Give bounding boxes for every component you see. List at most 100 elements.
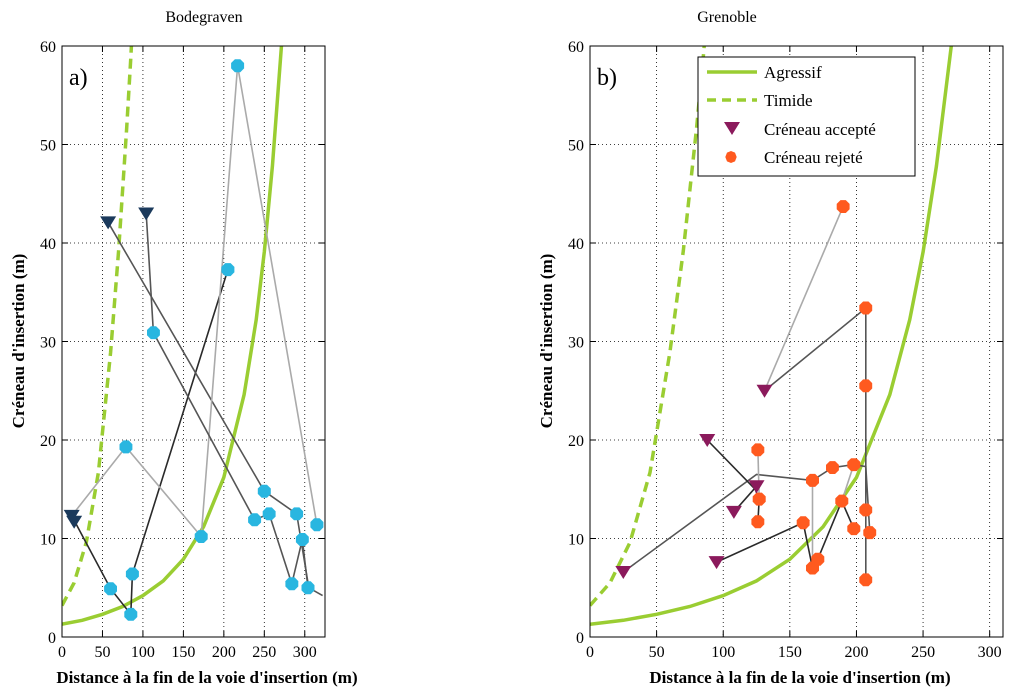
rejected-gap-marker: [301, 581, 315, 595]
reference-curves: [62, 46, 284, 626]
y-tick-label: 10: [40, 532, 56, 549]
y-tick-label: 20: [40, 433, 56, 450]
rejected-gap-marker: [221, 263, 235, 277]
trajectory-line: [70, 269, 229, 617]
y-tick-label: 0: [48, 630, 56, 647]
rejected-gap-marker: [104, 582, 117, 596]
panel-title: Grenoble: [697, 9, 757, 26]
x-tick-label: 200: [844, 644, 868, 661]
x-tick-label: 0: [58, 644, 66, 661]
trajectory-line: [763, 306, 867, 580]
accepted-gap-marker: [138, 207, 155, 221]
accepted-gap-marker: [725, 505, 742, 519]
rejected-gap-marker: [295, 533, 309, 546]
y-tick-label: 40: [568, 236, 584, 253]
rejected-gap-marker: [285, 577, 299, 591]
rejected-gap-marker: [751, 443, 765, 457]
x-tick-label: 250: [252, 644, 276, 661]
legend-swatch-accepted: [724, 122, 740, 135]
rejected-gap-marker: [257, 484, 271, 498]
x-tick-label: 50: [649, 644, 665, 661]
rejected-gap-marker: [859, 503, 873, 517]
rejected-gap-marker: [826, 461, 839, 474]
y-tick-label: 20: [568, 433, 584, 450]
accepted-gap-marker: [699, 434, 716, 447]
accepted-gap-marker: [748, 480, 765, 494]
legend-label-timide: Timide: [764, 91, 813, 110]
y-axis-label: Créneau d'insertion (m): [537, 254, 556, 429]
rejected-gap-marker: [248, 513, 262, 527]
rejected-gap-marker: [752, 492, 766, 506]
accepted-gap-marker: [66, 515, 83, 529]
y-tick-label: 10: [568, 532, 584, 549]
curve-agressif: [62, 46, 284, 626]
x-tick-label: 0: [586, 644, 594, 661]
rejected-gap-marker: [262, 507, 276, 521]
rejected-gap-marker: [806, 473, 819, 487]
rejected-gap-marker: [859, 573, 873, 587]
legend-swatch-rejected: [725, 151, 737, 163]
y-tick-label: 40: [40, 236, 56, 253]
trajectory-line: [71, 65, 318, 539]
data-markers: [63, 59, 324, 621]
trajectory-line: [757, 449, 760, 500]
axis-ticks: 0 50 100 150 200 250 300 0 10 20 30 40 50 60: [40, 39, 325, 661]
grid: [590, 46, 1003, 637]
rejected-gap-marker: [147, 326, 160, 340]
x-axis-label: Distance à la fin de la voie d'insertion…: [56, 668, 357, 687]
rejected-gap-marker: [751, 515, 765, 529]
accepted-gap-marker: [708, 556, 725, 570]
rejected-gap-marker: [231, 59, 245, 73]
accepted-gap-marker: [100, 216, 117, 230]
x-tick-label: 100: [711, 644, 735, 661]
y-tick-label: 30: [568, 335, 584, 352]
trajectory-line: [107, 221, 323, 597]
rejected-gap-marker: [119, 440, 133, 454]
panel-grenoble: Grenoble 0 50 100 150 200 250 300 0 10 20 30 40 50 60…: [537, 9, 1004, 687]
y-axis-label: Créneau d'insertion (m): [9, 254, 28, 429]
y-tick-label: 60: [40, 39, 56, 56]
rejected-gap-marker: [811, 552, 825, 566]
rejected-gap-marker: [124, 607, 138, 621]
trajectory-line: [716, 521, 814, 569]
x-axis-label: Distance à la fin de la voie d'insertion…: [649, 668, 950, 687]
accepted-gap-marker: [615, 565, 632, 579]
rejected-gap-marker: [847, 522, 861, 536]
trajectories: [622, 206, 871, 580]
x-tick-label: 150: [171, 644, 195, 661]
x-tick-label: 300: [978, 644, 1002, 661]
x-tick-label: 300: [293, 644, 317, 661]
rejected-gap-marker: [859, 379, 873, 393]
rejected-gap-marker: [835, 494, 849, 508]
data-markers: [615, 200, 877, 587]
y-tick-label: 50: [40, 138, 56, 155]
legend-label-accepted: Créneau accepté: [764, 120, 876, 139]
y-tick-label: 50: [568, 138, 584, 155]
legend-label-rejected: Créneau rejeté: [764, 148, 863, 167]
panel-label: a): [69, 65, 88, 91]
panel-label: b): [597, 65, 617, 91]
curve-timide: [62, 46, 134, 607]
x-tick-label: 50: [94, 644, 110, 661]
rejected-gap-marker: [796, 516, 810, 530]
x-tick-label: 100: [131, 644, 155, 661]
rejected-gap-marker: [290, 507, 304, 521]
axis-ticks: 0 50 100 150 200 250 300 0 10 20 30 40 50 60: [568, 39, 1003, 661]
rejected-gap-marker: [836, 200, 850, 213]
x-tick-label: 250: [911, 644, 935, 661]
curve-agressif: [590, 46, 954, 626]
x-tick-label: 200: [212, 644, 236, 661]
accepted-gap-marker: [756, 384, 773, 398]
legend: Agressif Timide Créneau accepté Créneau …: [697, 56, 916, 177]
rejected-gap-marker: [125, 567, 139, 581]
legend-label-agressif: Agressif: [764, 63, 822, 82]
y-tick-label: 60: [568, 39, 584, 56]
rejected-gap-marker: [194, 530, 208, 543]
rejected-gap-marker: [859, 301, 873, 315]
rejected-gap-marker: [847, 458, 861, 472]
rejected-gap-marker: [310, 518, 324, 532]
curve-timide: [590, 46, 706, 607]
y-tick-label: 0: [576, 630, 584, 647]
panel-title: Bodegraven: [165, 9, 242, 26]
